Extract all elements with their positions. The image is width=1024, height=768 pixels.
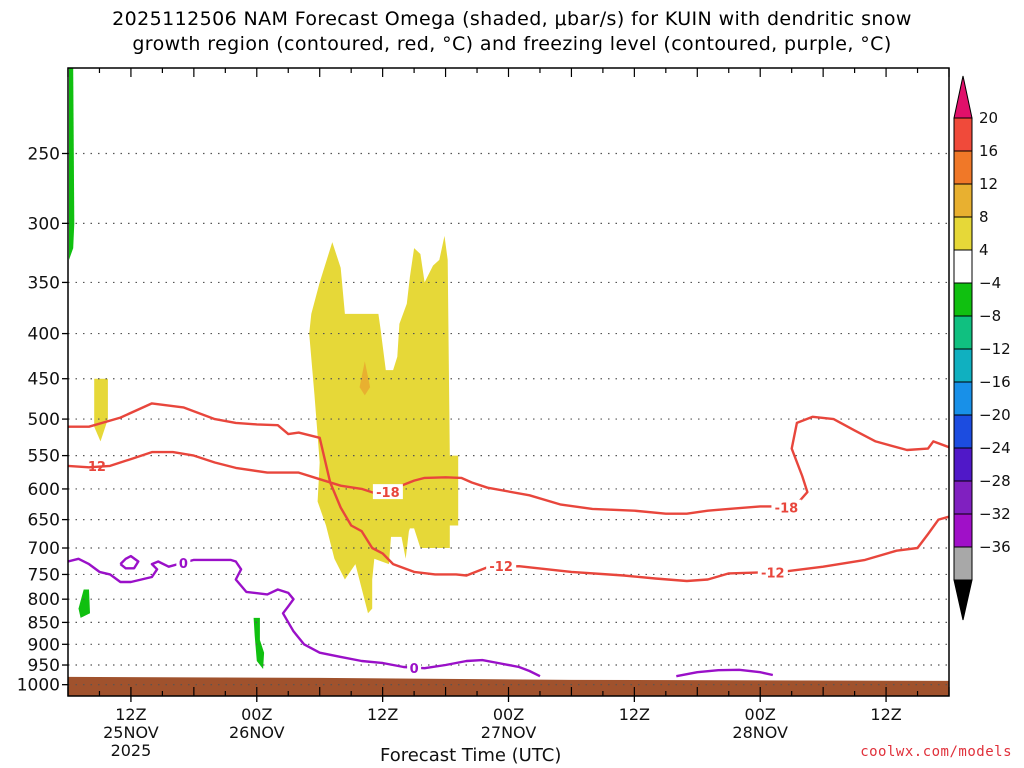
colorbar-label-13: −36 bbox=[979, 538, 1011, 556]
ytick-label-950: 950 bbox=[28, 656, 60, 676]
ytick-label-450: 450 bbox=[28, 370, 60, 390]
colorbar-segment-14 bbox=[953, 546, 973, 581]
ytick-label-800: 800 bbox=[28, 590, 60, 610]
contour-label-0-1: -12 bbox=[489, 560, 513, 575]
ytick-label-650: 650 bbox=[28, 511, 60, 531]
chart-title-line1: 2025112506 NAM Forecast Omega (shaded, μ… bbox=[112, 8, 912, 30]
colorbar-label-11: −28 bbox=[979, 472, 1011, 490]
grid-layer bbox=[68, 152, 949, 686]
contour-label-1-0: -18 bbox=[376, 486, 400, 501]
colorbar-segment-8 bbox=[953, 348, 973, 383]
ytick-label-1000: 1000 bbox=[17, 676, 60, 696]
plot-frame bbox=[67, 67, 950, 697]
ytick-label-600: 600 bbox=[28, 480, 60, 500]
colorbar-label-4: 4 bbox=[979, 241, 989, 259]
ytick-label-350: 350 bbox=[28, 273, 60, 293]
colorbar-label-0: 20 bbox=[979, 109, 998, 127]
colorbar-label-12: −32 bbox=[979, 505, 1011, 523]
y-axis: 2503003504004505005506006507007508008509… bbox=[17, 144, 68, 696]
ytick-label-850: 850 bbox=[28, 613, 60, 633]
ytick-label-750: 750 bbox=[28, 565, 60, 585]
colorbar-segment-13 bbox=[953, 513, 973, 548]
colorbar-segment-2 bbox=[953, 150, 973, 185]
contour-label-bg-1-0 bbox=[372, 484, 403, 500]
contour-label-bg-1-1 bbox=[771, 499, 802, 515]
contour-3 bbox=[119, 554, 140, 570]
colorbar-segment-10 bbox=[953, 414, 973, 449]
colorbar-bottom-arrow bbox=[953, 579, 973, 621]
colorbar-label-3: 8 bbox=[979, 208, 989, 226]
xtick-label-6: 12Z bbox=[870, 705, 901, 724]
contour-label-0-2: -12 bbox=[761, 566, 785, 581]
contour-label-2-0: 0 bbox=[179, 557, 188, 572]
ytick-label-300: 300 bbox=[28, 214, 60, 234]
contour-label-1-1: -18 bbox=[775, 502, 799, 517]
ytick-label-550: 550 bbox=[28, 447, 60, 467]
contour-label-bg-2-1 bbox=[407, 660, 422, 676]
chart-title-line2: growth region (contoured, red, °C) and f… bbox=[132, 33, 892, 55]
colorbar-label-6: −8 bbox=[979, 307, 1001, 325]
omega-shading-layer bbox=[69, 68, 459, 669]
credit-link[interactable]: coolwx.com/models bbox=[860, 744, 1012, 760]
colorbar-top-arrow bbox=[953, 75, 973, 119]
colorbar-label-8: −16 bbox=[979, 373, 1011, 391]
ytick-label-900: 900 bbox=[28, 635, 60, 655]
colorbar-segment-4 bbox=[953, 216, 973, 251]
colorbar-label-9: −20 bbox=[979, 406, 1011, 424]
omega-region-3 bbox=[69, 68, 75, 260]
xtick-year-0: 2025 bbox=[111, 741, 152, 760]
contour-0 bbox=[68, 402, 949, 583]
xtick-date-1: 26NOV bbox=[229, 723, 285, 742]
xtick-label-0: 12Z bbox=[115, 705, 146, 724]
omega-region-5 bbox=[253, 617, 265, 669]
colorbar-label-2: 12 bbox=[979, 175, 998, 193]
colorbar-label-7: −12 bbox=[979, 340, 1011, 358]
colorbar-segment-7 bbox=[953, 315, 973, 350]
contour-label-2-1: 0 bbox=[410, 662, 419, 677]
contour-label-bg-0-0 bbox=[79, 457, 110, 473]
contour-2 bbox=[68, 557, 541, 678]
xtick-label-3: 00Z bbox=[493, 705, 524, 724]
xtick-label-4: 12Z bbox=[619, 705, 650, 724]
xtick-label-5: 00Z bbox=[745, 705, 776, 724]
contour-4 bbox=[676, 668, 774, 678]
colorbar-segment-12 bbox=[953, 480, 973, 515]
contour-1 bbox=[68, 415, 949, 515]
ytick-label-250: 250 bbox=[28, 144, 60, 164]
colorbar-label-10: −24 bbox=[979, 439, 1011, 457]
colorbar-segment-5 bbox=[953, 249, 973, 284]
xtick-label-2: 12Z bbox=[367, 705, 398, 724]
contour-label-bg-0-2 bbox=[757, 564, 788, 580]
colorbar-segment-6 bbox=[953, 282, 973, 317]
colorbar: 20 16 12 8 4 −4 −8 −12 −16 −20 −24 −28 −32 −36 bbox=[953, 75, 1011, 621]
contour-label-bg-0-1 bbox=[486, 558, 517, 574]
contour-label-bg-2-0 bbox=[176, 555, 191, 571]
ytick-label-700: 700 bbox=[28, 539, 60, 559]
xtick-date-0: 25NOV bbox=[103, 723, 159, 742]
colorbar-label-5: −4 bbox=[979, 274, 1001, 292]
ytick-label-400: 400 bbox=[28, 325, 60, 345]
ytick-label-500: 500 bbox=[28, 410, 60, 430]
x-axis-label: Forecast Time (UTC) bbox=[380, 745, 562, 766]
omega-region-0 bbox=[309, 235, 459, 614]
colorbar-segment-3 bbox=[953, 183, 973, 218]
colorbar-segment-1 bbox=[953, 117, 973, 152]
xtick-label-1: 00Z bbox=[241, 705, 272, 724]
colorbar-segment-9 bbox=[953, 381, 973, 416]
xtick-date-5: 28NOV bbox=[732, 723, 788, 742]
omega-region-2 bbox=[359, 361, 371, 396]
omega-region-1 bbox=[94, 378, 108, 442]
omega-region-4 bbox=[78, 589, 90, 618]
colorbar-label-1: 16 bbox=[979, 142, 998, 160]
colorbar-segment-11 bbox=[953, 447, 973, 482]
xtick-date-3: 27NOV bbox=[481, 723, 537, 742]
